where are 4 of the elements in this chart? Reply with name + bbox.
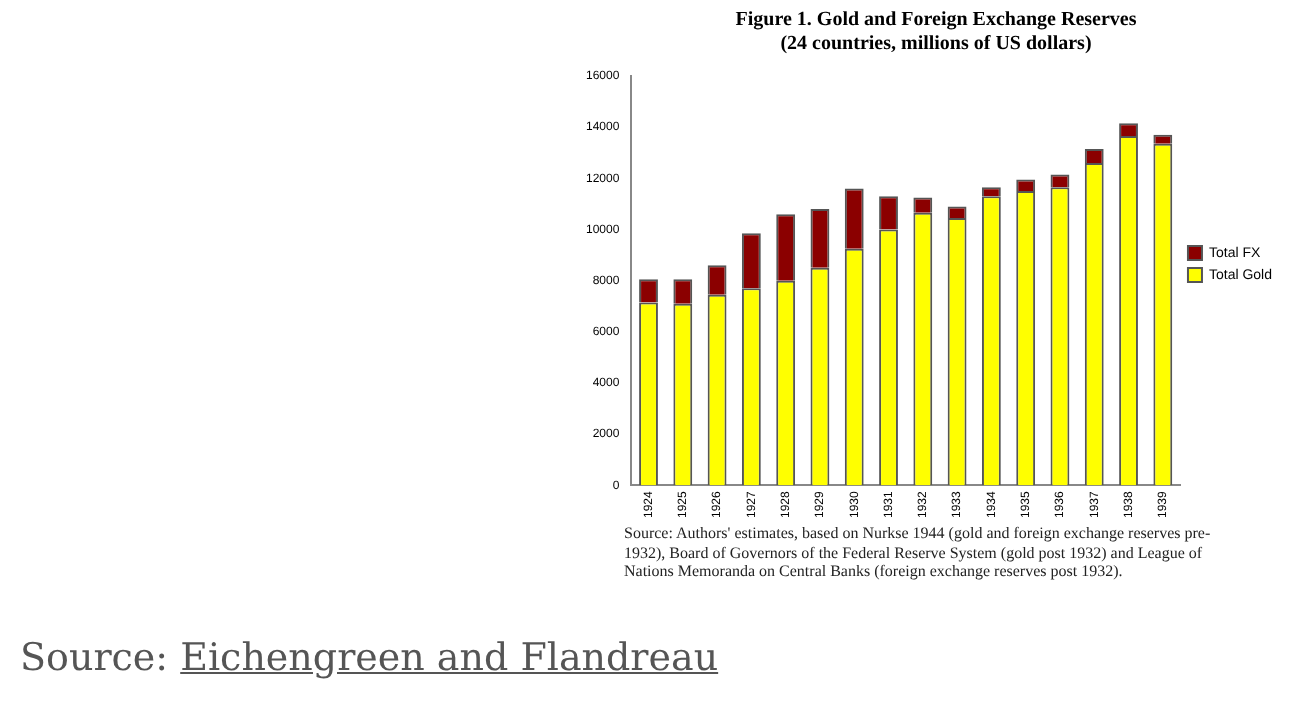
chart-subtitle: (24 countries, millions of US dollars) [780, 33, 1092, 56]
source-note: Source: Authors' estimates, based on Nurkse 1944 (gold and foreign exchange reserves pre-1932), Board of Governors of the Federal Reserve System (gold post 1932) and League of Nations Memoranda on Central Banks (foreign exchange reserves post 1932). [624, 524, 1213, 581]
source-note: Source: Eichengreen and Flandreau [20, 636, 719, 680]
chart-title: Figure 1. Gold and Foreign Exchange Reserves [735, 9, 1137, 32]
